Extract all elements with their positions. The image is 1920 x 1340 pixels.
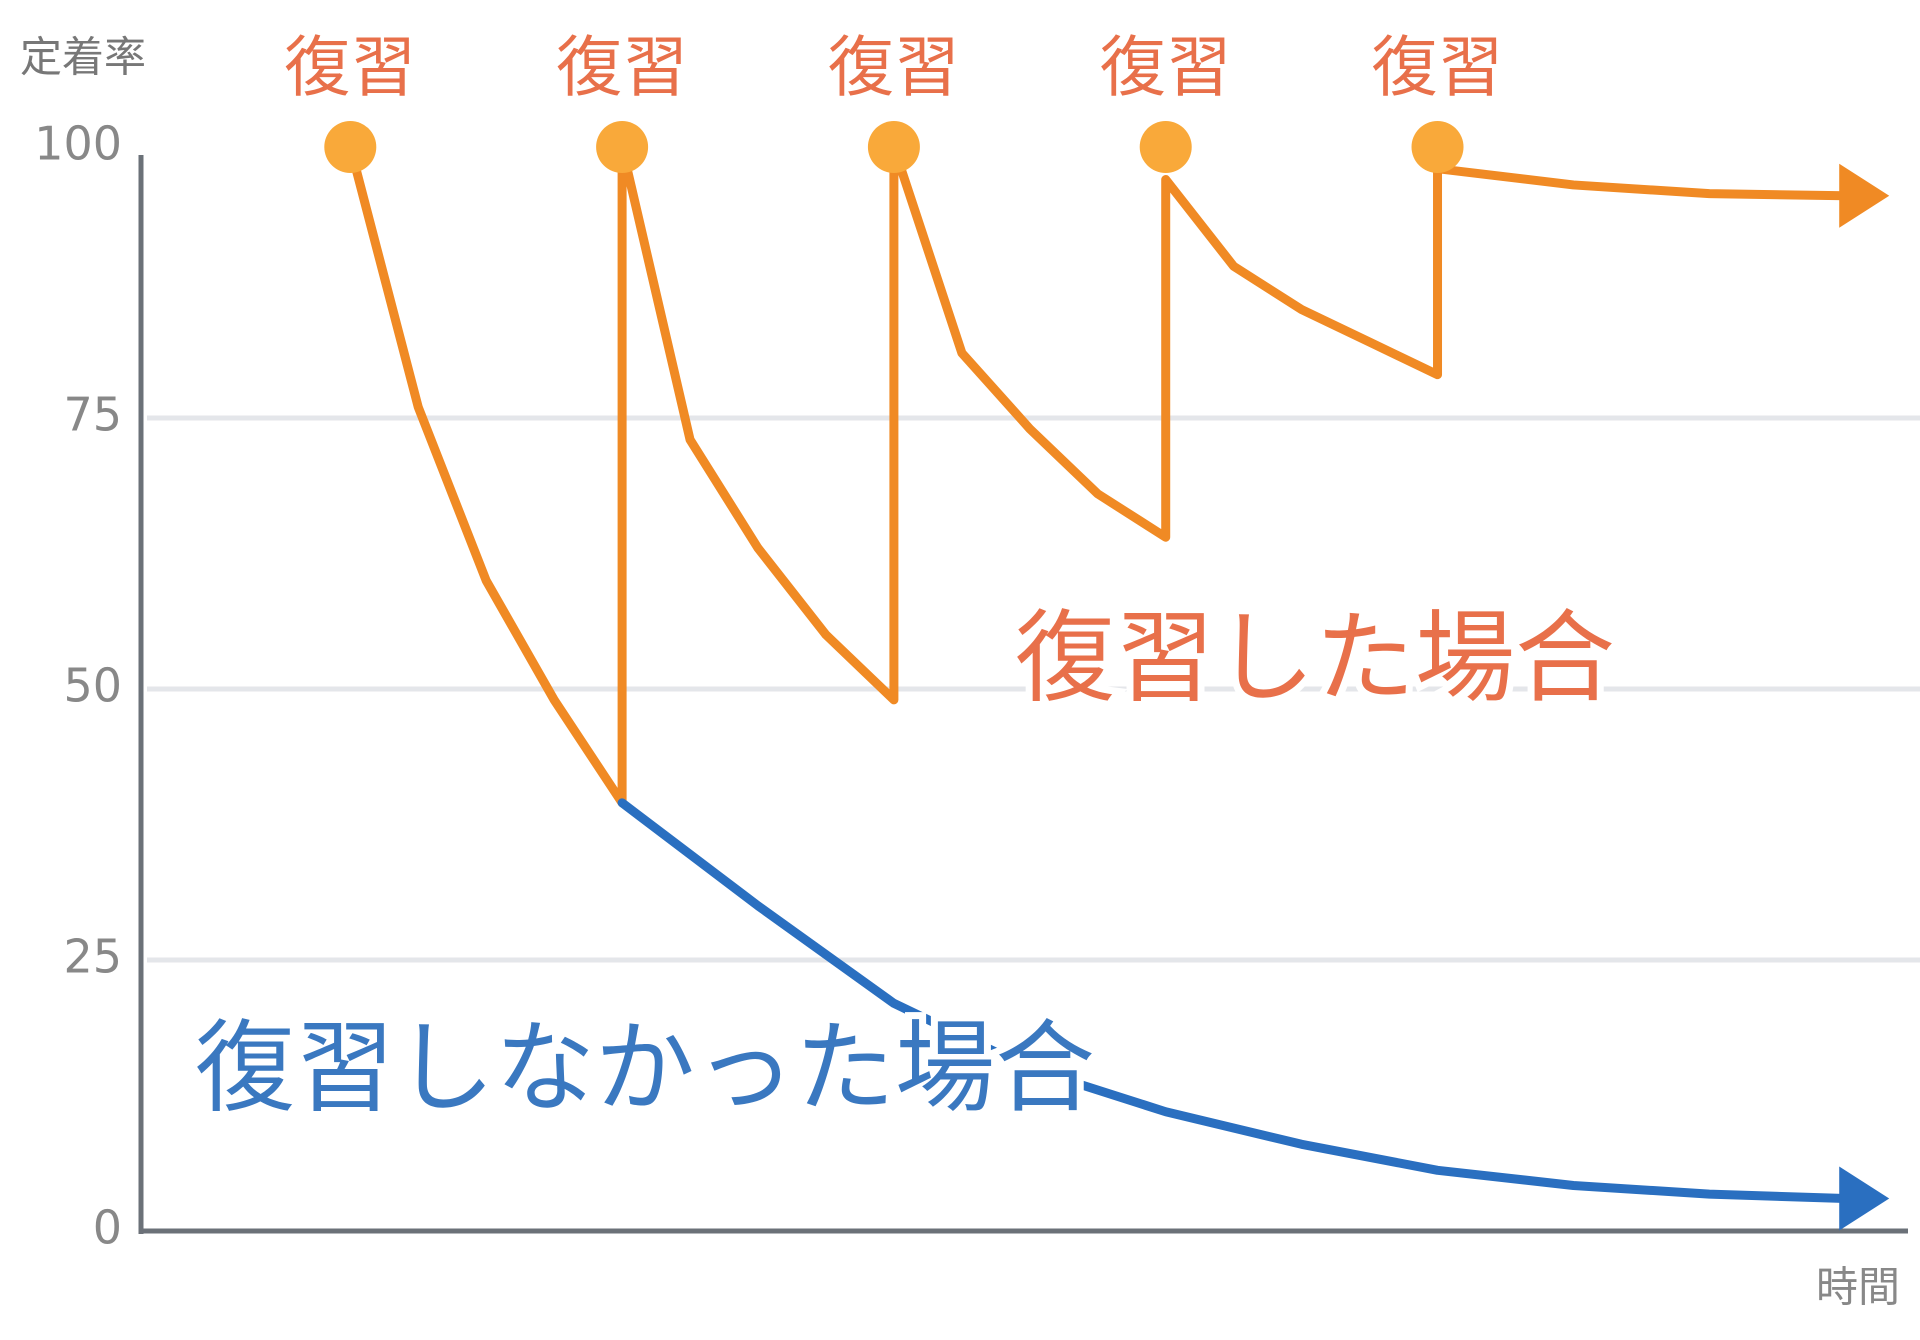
review-label: 復習 — [828, 29, 960, 106]
y-tick-label: 100 — [34, 117, 122, 171]
y-tick-label: 50 — [63, 659, 122, 713]
y-axis-label: 定着率 — [20, 33, 146, 82]
arrow-head — [1839, 163, 1890, 228]
series-label: 復習した場合 — [1015, 599, 1615, 716]
series-label: 復習しなかった場合 — [195, 1009, 1095, 1126]
review-dot — [324, 121, 377, 173]
review-dot — [1411, 121, 1464, 173]
series-line — [345, 142, 1850, 808]
y-tick-label: 75 — [63, 388, 122, 442]
x-axis-label: 時間 — [1816, 1263, 1900, 1312]
arrow-head — [1839, 1166, 1890, 1231]
series-line — [617, 798, 1850, 1203]
y-tick-label: 25 — [63, 930, 122, 984]
review-dot — [867, 121, 920, 173]
review-dot — [1139, 121, 1192, 173]
review-label: 復習 — [284, 29, 416, 106]
review-label: 復習 — [1372, 29, 1504, 106]
review-label: 復習 — [1100, 29, 1232, 106]
y-tick-label: 0 — [93, 1201, 122, 1255]
review-label: 復習 — [556, 29, 688, 106]
review-dot — [596, 121, 649, 173]
